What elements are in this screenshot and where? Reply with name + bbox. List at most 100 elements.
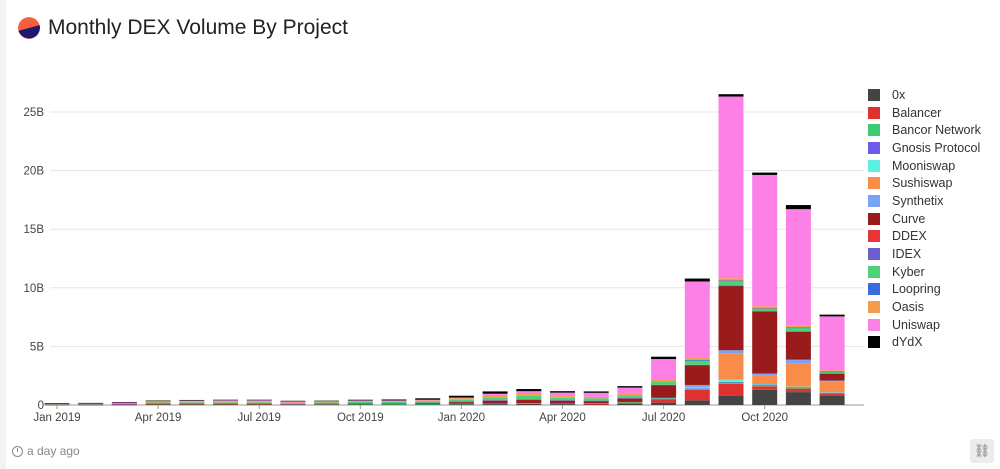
bar-segment-uniswap[interactable] xyxy=(752,174,778,307)
bar-segment-dydx[interactable] xyxy=(718,94,744,97)
bar-segment-kyber[interactable] xyxy=(583,398,609,401)
bar-segment-0x[interactable] xyxy=(448,404,474,405)
bar-segment-curve[interactable] xyxy=(550,400,575,404)
bar-segment-bancor-network[interactable] xyxy=(516,403,542,404)
bar-segment-oasis[interactable] xyxy=(752,306,778,309)
legend-item-bancor-network[interactable]: Bancor Network xyxy=(868,121,981,139)
bar-segment-oasis[interactable] xyxy=(819,370,845,372)
legend-item-uniswap[interactable]: Uniswap xyxy=(868,316,981,334)
bar-segment-dydx[interactable] xyxy=(415,398,441,400)
bar-segment-sushiswap[interactable] xyxy=(819,381,845,393)
bar-segment-balancer[interactable] xyxy=(752,386,778,390)
bar-segment-uniswap[interactable] xyxy=(482,393,508,395)
bar-segment-oasis[interactable] xyxy=(111,403,137,404)
bar-segment-kyber[interactable] xyxy=(516,395,542,400)
bar-segment-curve[interactable] xyxy=(718,285,744,351)
bar-segment-0x[interactable] xyxy=(819,395,845,405)
bar-segment-mooniswap[interactable] xyxy=(718,379,744,382)
legend-item-synthetix[interactable]: Synthetix xyxy=(868,192,981,210)
bar-segment-0x[interactable] xyxy=(415,404,441,405)
bar-segment-dydx[interactable] xyxy=(785,205,811,210)
bar-segment-idex[interactable] xyxy=(651,384,677,386)
bar-segment-kyber[interactable] xyxy=(718,280,744,286)
bar-segment-gnosis-protocol[interactable] xyxy=(718,381,744,383)
bar-segment-dydx[interactable] xyxy=(280,400,306,402)
bar-segment-uniswap[interactable] xyxy=(718,96,744,279)
bar-segment-kyber[interactable] xyxy=(651,381,677,385)
bar-segment-synthetix[interactable] xyxy=(651,397,677,399)
bar-segment-balancer[interactable] xyxy=(684,389,710,401)
bar-segment-mooniswap[interactable] xyxy=(684,387,710,389)
bar-segment-uniswap[interactable] xyxy=(617,387,643,394)
bar-segment-oasis[interactable] xyxy=(583,396,609,399)
bar-segment-uniswap[interactable] xyxy=(111,402,137,404)
bar-segment-dydx[interactable] xyxy=(111,402,137,403)
bar-segment-bancor-network[interactable] xyxy=(583,403,609,404)
bar-segment-dydx[interactable] xyxy=(78,402,104,404)
bar-segment-mooniswap[interactable] xyxy=(752,384,778,385)
bar-segment-oasis[interactable] xyxy=(145,401,171,403)
bar-segment-oasis[interactable] xyxy=(448,398,474,400)
bar-segment-oasis[interactable] xyxy=(684,357,710,360)
bar-segment-0x[interactable] xyxy=(617,403,643,405)
bar-segment-gnosis-protocol[interactable] xyxy=(785,387,811,388)
bar-segment-dydx[interactable] xyxy=(213,399,238,401)
bar-segment-kyber[interactable] xyxy=(213,402,238,404)
bar-segment-kyber[interactable] xyxy=(752,308,778,312)
bar-segment-idex[interactable] xyxy=(347,403,373,404)
bar-segment-idex[interactable] xyxy=(145,403,171,405)
bar-segment-idex[interactable] xyxy=(415,402,441,404)
bar-segment-uniswap[interactable] xyxy=(651,359,677,379)
legend-item-oasis[interactable]: Oasis xyxy=(868,298,981,316)
bar-segment-mooniswap[interactable] xyxy=(785,386,811,388)
bar-segment-0x[interactable] xyxy=(651,402,677,405)
bar-segment-0x[interactable] xyxy=(213,404,238,406)
bar-segment-0x[interactable] xyxy=(246,404,272,406)
bar-segment-curve[interactable] xyxy=(819,373,845,381)
bar-segment-synthetix[interactable] xyxy=(718,350,744,354)
bar-segment-idex[interactable] xyxy=(381,403,407,404)
bar-segment-idex[interactable] xyxy=(482,400,508,401)
bar-segment-kyber[interactable] xyxy=(482,397,508,401)
legend-item-kyber[interactable]: Kyber xyxy=(868,263,981,281)
bar-segment-idex[interactable] xyxy=(78,404,104,405)
bar-segment-bancor-network[interactable] xyxy=(718,382,744,384)
bar-segment-bancor-network[interactable] xyxy=(684,388,710,390)
bar-segment-loopring[interactable] xyxy=(785,327,811,329)
bar-segment-idex[interactable] xyxy=(752,311,778,312)
bar-segment-kyber[interactable] xyxy=(684,360,710,365)
bar-segment-kyber[interactable] xyxy=(347,401,373,404)
bar-segment-bancor-network[interactable] xyxy=(785,387,811,389)
bar-segment-bancor-network[interactable] xyxy=(314,404,340,405)
bar-segment-0x[interactable] xyxy=(145,404,171,406)
copy-link-button[interactable]: ⛓ xyxy=(970,439,994,463)
bar-segment-idex[interactable] xyxy=(684,364,710,366)
bar-segment-curve[interactable] xyxy=(785,331,811,360)
bar-segment-loopring[interactable] xyxy=(684,359,710,361)
bar-segment-kyber[interactable] xyxy=(78,403,104,405)
bar-segment-dydx[interactable] xyxy=(448,395,474,398)
bar-segment-dydx[interactable] xyxy=(819,314,845,317)
bar-segment-0x[interactable] xyxy=(179,404,205,406)
bar-segment-idex[interactable] xyxy=(448,401,474,403)
bar-segment-loopring[interactable] xyxy=(718,280,744,282)
bar-segment-curve[interactable] xyxy=(482,400,508,404)
legend-item-0x[interactable]: 0x xyxy=(868,86,981,104)
legend-item-loopring[interactable]: Loopring xyxy=(868,281,981,299)
bar-segment-oasis[interactable] xyxy=(482,394,508,398)
bar-segment-kyber[interactable] xyxy=(111,403,137,404)
bar-segment-dydx[interactable] xyxy=(550,391,575,393)
bar-segment-oasis[interactable] xyxy=(314,401,340,403)
bar-segment-balancer[interactable] xyxy=(651,399,677,403)
bar-segment-balancer[interactable] xyxy=(785,388,811,393)
bar-segment-kyber[interactable] xyxy=(448,399,474,402)
bar-segment-dydx[interactable] xyxy=(246,399,272,401)
bar-segment-curve[interactable] xyxy=(651,384,677,398)
bar-segment-uniswap[interactable] xyxy=(550,392,575,397)
bar-segment-oasis[interactable] xyxy=(718,278,744,281)
bar-segment-dydx[interactable] xyxy=(583,391,609,393)
bar-segment-uniswap[interactable] xyxy=(213,400,238,402)
bar-segment-idex[interactable] xyxy=(179,403,205,405)
bar-segment-gnosis-protocol[interactable] xyxy=(684,388,710,390)
bar-segment-uniswap[interactable] xyxy=(516,391,542,394)
